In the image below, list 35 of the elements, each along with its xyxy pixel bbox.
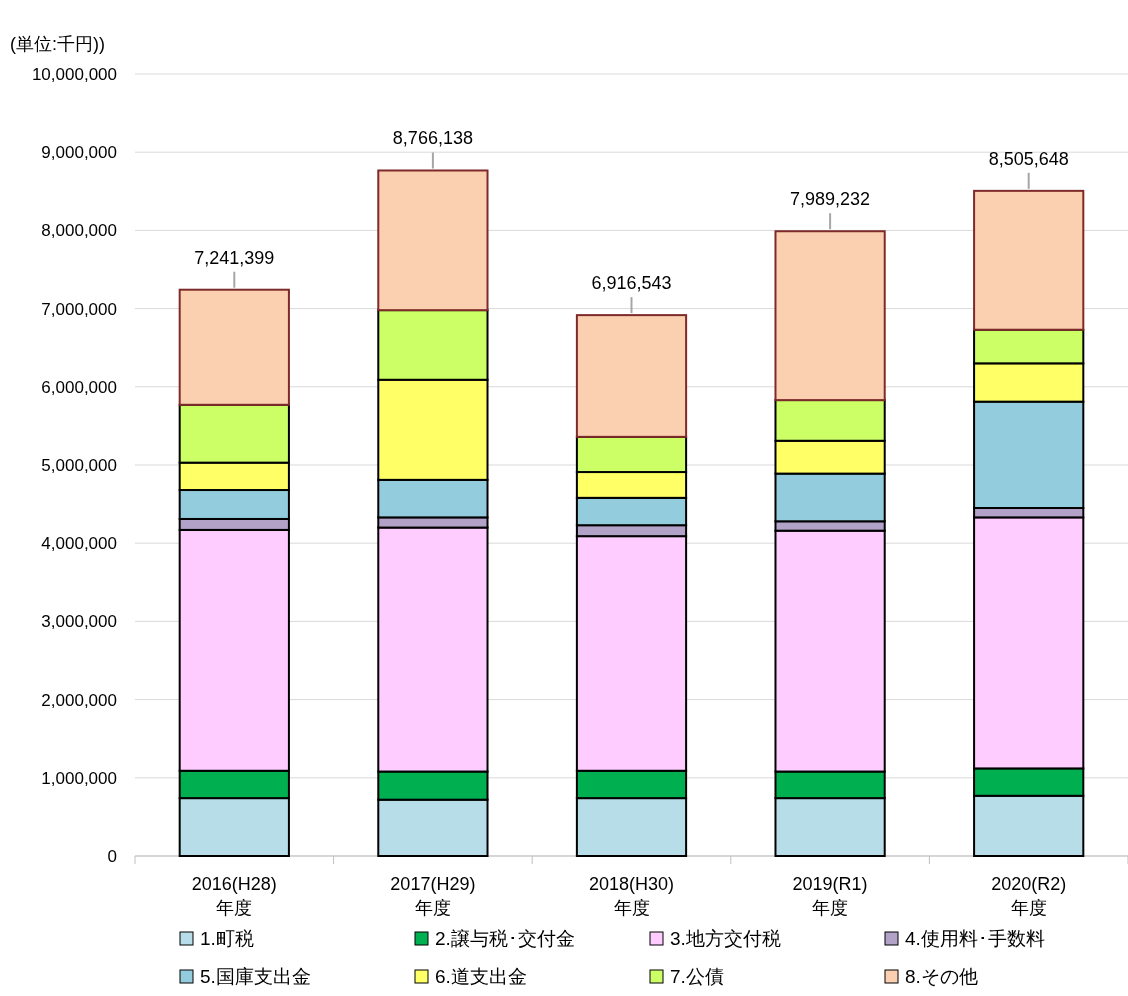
legend-label: 2.譲与税･交付金 (435, 928, 575, 949)
y-tick-label: 4,000,000 (41, 534, 117, 554)
x-tick-label: 2016(H28) 年度 (191, 874, 277, 918)
y-tick-label: 2,000,000 (41, 690, 117, 710)
y-tick-label: 7,000,000 (41, 299, 117, 319)
y-tick-label: 1,000,000 (41, 768, 117, 788)
legend-label: 1.町税 (200, 928, 254, 949)
y-tick-label: 5,000,000 (41, 456, 117, 475)
bar (377, 169, 489, 312)
legend-label: 5.国庫支出金 (200, 966, 311, 987)
x-tick-label: 2018(H30) 年度 (588, 874, 675, 918)
x-tick-label: 2019(R1) 年度 (792, 874, 868, 918)
bar (178, 288, 290, 406)
legend-label: 7.公債 (670, 966, 724, 987)
legend-label: 6.道支出金 (435, 966, 527, 987)
total-label: 8,505,648 (988, 148, 1069, 169)
text: (単位:千円)) (10, 34, 105, 54)
total-label: 7,989,232 (790, 189, 871, 210)
y-tick-label: 10,000,000 (31, 65, 117, 84)
bar (973, 189, 1085, 331)
bar (575, 314, 688, 438)
y-tick-label: 0 (107, 847, 117, 866)
x-tick-label: 2017(H29) 年度 (390, 874, 476, 918)
x-tick-label: 2020(R2) 年度 (991, 874, 1067, 918)
legend-label: 4.使用料･手数料 (905, 928, 1045, 949)
legend-label: 8.その他 (905, 966, 978, 987)
y-tick-label: 3,000,000 (41, 612, 117, 632)
y-tick-label: 8,000,000 (41, 221, 117, 241)
y-tick-label: 9,000,000 (41, 143, 117, 163)
total-label: 7,241,399 (194, 247, 275, 268)
legend-label: 3.地方交付税 (670, 928, 781, 949)
bar (774, 230, 886, 402)
total-label: 8,766,138 (392, 128, 473, 149)
y-tick-label: 6,000,000 (41, 377, 117, 397)
total-label: 6,916,543 (591, 273, 672, 294)
